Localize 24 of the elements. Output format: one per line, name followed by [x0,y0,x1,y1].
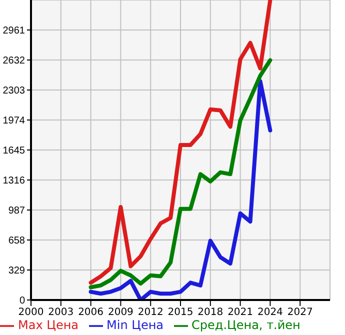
x-tick-label: 2006 [78,307,104,318]
x-tick-label: 2000 [18,307,44,318]
x-tick-label: 2027 [287,307,313,318]
x-tick-label: 2018 [198,307,224,318]
y-tick-label: 1316 [2,176,26,187]
y-tick-label: 2961 [2,26,26,37]
y-tick-label: 2632 [2,56,26,67]
y-tick-label: 1645 [2,146,26,157]
y-tick-label: 987 [8,206,26,217]
y-tick-label: 1974 [2,116,26,127]
y-tick-label: 658 [8,236,26,247]
y-tick-label: 329 [8,266,26,277]
x-tick-label: 2015 [168,307,194,318]
y-tick-label: 0 [19,296,26,307]
legend-label: Max Цена [18,318,79,332]
legend-label: Сред.Цена, т.йен [192,318,300,332]
x-tick-label: 2021 [228,307,254,318]
x-tick-label: 2003 [48,307,74,318]
line-series [88,0,272,285]
y-tick-label: 2303 [2,86,26,97]
x-tick-label: 2024 [257,307,283,318]
x-tick-label: 2009 [108,307,134,318]
legend-label: Min Цена [106,318,164,332]
x-tick-label: 2012 [138,307,164,318]
